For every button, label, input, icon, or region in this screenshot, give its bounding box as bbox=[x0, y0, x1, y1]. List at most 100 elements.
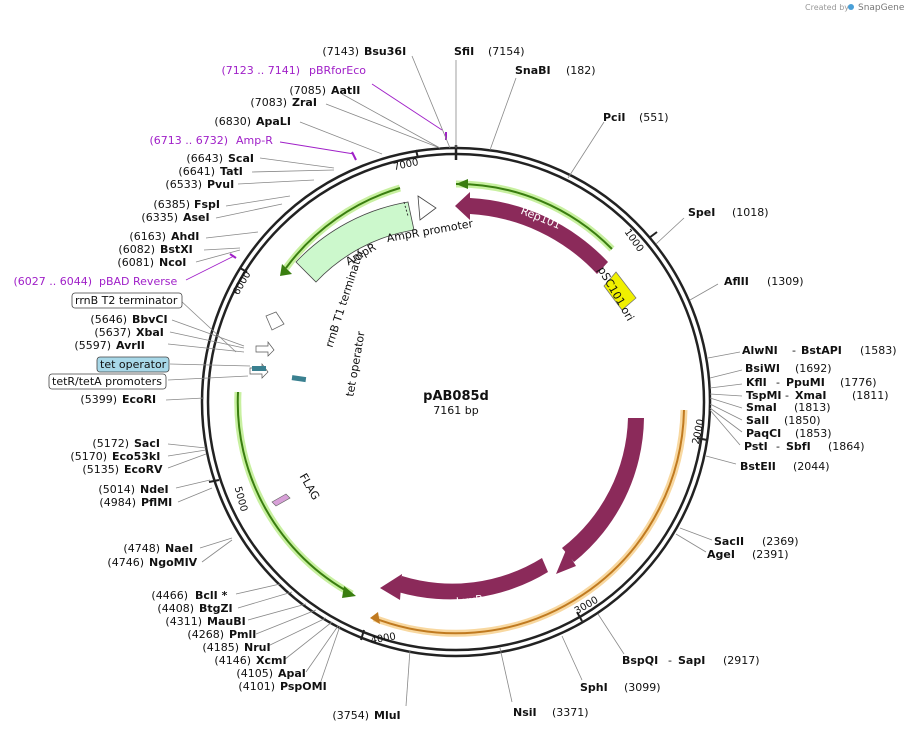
site-ecori[interactable]: EcoRI bbox=[122, 393, 156, 406]
svg-text:-: - bbox=[785, 389, 789, 402]
svg-text:(4408): (4408) bbox=[157, 602, 194, 615]
site-pmli[interactable]: PmlI bbox=[229, 628, 256, 641]
tick-label-2000: 2000 bbox=[691, 418, 707, 445]
svg-text:(6335): (6335) bbox=[141, 211, 178, 224]
site-ecorv[interactable]: EcoRV bbox=[124, 463, 163, 476]
site-bcli[interactable]: BclI * bbox=[195, 589, 228, 602]
svg-text:(7154): (7154) bbox=[488, 45, 525, 58]
site-sphi[interactable]: SphI bbox=[580, 681, 608, 694]
tetr-teta-promoters-box[interactable] bbox=[48, 373, 167, 390]
site-fspi[interactable]: FspI bbox=[194, 198, 220, 211]
site-apai[interactable]: ApaI bbox=[278, 667, 306, 680]
site-xbai[interactable]: XbaI bbox=[136, 326, 164, 339]
tick-7000 bbox=[415, 149, 419, 159]
primer-pbad-reverse[interactable]: pBAD Reverse bbox=[99, 275, 177, 288]
site-saci[interactable]: SacI bbox=[134, 437, 160, 450]
luxb-arrow[interactable] bbox=[398, 558, 548, 600]
site-snabi[interactable]: SnaBI bbox=[515, 64, 551, 77]
svg-text:(2917): (2917) bbox=[723, 654, 760, 667]
site-bsiwi[interactable]: BsiWI bbox=[745, 362, 780, 375]
svg-text:(4984): (4984) bbox=[99, 496, 136, 509]
site-bstxi[interactable]: BstXI bbox=[160, 243, 193, 256]
site-aatii[interactable]: AatII bbox=[331, 84, 360, 97]
site-pflmi[interactable]: PflMI bbox=[141, 496, 172, 509]
site-aflii[interactable]: AflII bbox=[724, 275, 749, 288]
tick-2000 bbox=[696, 437, 708, 441]
luxb-label: LuxB bbox=[455, 593, 483, 609]
site-pvui[interactable]: PvuI bbox=[207, 178, 234, 191]
site-naei[interactable]: NaeI bbox=[165, 542, 193, 555]
sites-left-group: (7143) Bsu36I (7123 .. 7141) pBRforEco (… bbox=[13, 45, 451, 722]
site-xmai[interactable]: XmaI bbox=[795, 389, 826, 402]
svg-text:(4466): (4466) bbox=[151, 589, 188, 602]
site-xcmi[interactable]: XcmI bbox=[256, 654, 287, 667]
svg-text:(5399): (5399) bbox=[80, 393, 117, 406]
site-bbvci[interactable]: BbvCI bbox=[132, 313, 168, 326]
site-kfli[interactable]: KflI bbox=[746, 376, 767, 389]
site-maubi[interactable]: MauBI bbox=[207, 615, 246, 628]
promoter-arrow-1[interactable] bbox=[255, 340, 275, 357]
psc101-ori-box[interactable] bbox=[603, 271, 637, 311]
site-paqci[interactable]: PaqCI bbox=[746, 427, 781, 440]
site-eco53ki[interactable]: Eco53kI bbox=[112, 450, 160, 463]
site-sali[interactable]: SalI bbox=[746, 414, 769, 427]
primer-pbrforeco[interactable]: pBRforEco bbox=[309, 64, 366, 77]
svg-text:(6081): (6081) bbox=[117, 256, 154, 269]
site-alwni[interactable]: AlwNI bbox=[742, 344, 778, 357]
site-psti[interactable]: PstI bbox=[744, 440, 768, 453]
site-smai[interactable]: SmaI bbox=[746, 401, 777, 414]
site-bsu36i[interactable]: Bsu36I bbox=[364, 45, 406, 58]
ampr-promoter-arrow[interactable] bbox=[417, 195, 437, 221]
site-nsii[interactable]: NsiI bbox=[513, 706, 537, 719]
site-ncoi[interactable]: NcoI bbox=[159, 256, 186, 269]
site-sbfi[interactable]: SbfI bbox=[786, 440, 811, 453]
site-asei[interactable]: AseI bbox=[183, 211, 210, 224]
site-pspomi[interactable]: PspOMI bbox=[280, 680, 327, 693]
svg-text:(1018): (1018) bbox=[732, 206, 769, 219]
rrnb-t2-terminator-box[interactable] bbox=[71, 292, 183, 309]
tick-6000 bbox=[239, 267, 248, 273]
site-nrui[interactable]: NruI bbox=[244, 641, 271, 654]
site-spei[interactable]: SpeI bbox=[688, 206, 715, 219]
site-btgzi[interactable]: BtgZI bbox=[199, 602, 233, 615]
tet-operator-box-1[interactable] bbox=[252, 366, 266, 371]
site-ndei[interactable]: NdeI bbox=[140, 483, 169, 496]
site-pcii[interactable]: PciI bbox=[603, 111, 625, 124]
site-tspmi[interactable]: TspMI bbox=[746, 389, 782, 402]
svg-text:-: - bbox=[668, 654, 672, 667]
site-ppumi[interactable]: PpuMI bbox=[786, 376, 825, 389]
site-avrii[interactable]: AvrII bbox=[116, 339, 145, 352]
luxa-arrow[interactable] bbox=[562, 418, 644, 562]
site-sfii[interactable]: SfiI bbox=[454, 45, 474, 58]
site-bstapi[interactable]: BstAPI bbox=[801, 344, 842, 357]
svg-text:(5170): (5170) bbox=[70, 450, 107, 463]
rep101-arrow[interactable] bbox=[470, 198, 608, 274]
site-bsteii[interactable]: BstEII bbox=[740, 460, 776, 473]
primer-ampr[interactable]: Amp-R bbox=[236, 134, 273, 147]
site-ahdi[interactable]: AhdI bbox=[171, 230, 199, 243]
primer-mark-ampr bbox=[351, 151, 357, 161]
svg-text:(1813): (1813) bbox=[794, 401, 831, 414]
site-sacii[interactable]: SacII bbox=[714, 535, 744, 548]
ampr-arrow[interactable] bbox=[295, 201, 415, 283]
tet-operator-box-2[interactable] bbox=[291, 375, 307, 383]
plasmid-name: pAB085d bbox=[423, 389, 489, 404]
svg-text:(5646): (5646) bbox=[90, 313, 127, 326]
site-agei[interactable]: AgeI bbox=[707, 548, 735, 561]
site-scai[interactable]: ScaI bbox=[228, 152, 254, 165]
tet-operator-box[interactable] bbox=[96, 356, 170, 373]
svg-text:(6830): (6830) bbox=[214, 115, 251, 128]
site-ngomiv[interactable]: NgoMIV bbox=[149, 556, 198, 569]
site-tati[interactable]: TatI bbox=[220, 165, 243, 178]
svg-text:(5597): (5597) bbox=[74, 339, 111, 352]
svg-text:-: - bbox=[776, 440, 780, 453]
site-mlui[interactable]: MluI bbox=[374, 709, 401, 722]
svg-text:(6713 .. 6732): (6713 .. 6732) bbox=[149, 134, 228, 147]
site-sapi[interactable]: SapI bbox=[678, 654, 705, 667]
site-apali[interactable]: ApaLI bbox=[256, 115, 291, 128]
tick-3000 bbox=[576, 611, 583, 622]
site-bspqi[interactable]: BspQI bbox=[622, 654, 658, 667]
flag-shape[interactable] bbox=[271, 493, 291, 507]
site-zrai[interactable]: ZraI bbox=[292, 96, 317, 109]
rrnb-t1-terminator-shape[interactable] bbox=[265, 311, 285, 331]
